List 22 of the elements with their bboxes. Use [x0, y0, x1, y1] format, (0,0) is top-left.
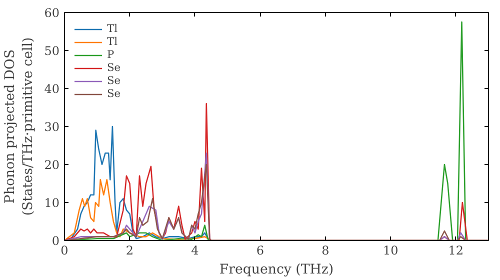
y-tick-label: 30: [44, 120, 60, 134]
y-tick-label: 0: [52, 234, 60, 248]
legend-label: Tl: [107, 22, 119, 35]
x-tick-label: 4: [191, 244, 200, 258]
legend-label: Se: [107, 61, 122, 74]
y-tick-label: 40: [44, 82, 60, 96]
legend-label: Tl: [107, 35, 119, 48]
y-axis-title: Phonon projected DOS (States/THz·primitive cell): [3, 37, 36, 216]
legend-label: Se: [107, 87, 122, 100]
y-tick-label: 10: [44, 196, 60, 210]
x-tick-label: 6: [256, 244, 264, 258]
x-tick-label: 2: [126, 244, 134, 258]
x-axis-title: Frequency (THz): [219, 262, 334, 278]
x-tick-label: 8: [322, 244, 330, 258]
legend-label: Se: [107, 74, 122, 87]
x-tick-label: 0: [60, 244, 68, 258]
y-tick-label: 50: [44, 44, 60, 58]
x-tick-label: 10: [383, 244, 398, 258]
y-tick-label: 20: [44, 158, 60, 172]
y-tick-label: 60: [44, 6, 60, 20]
legend-label: P: [107, 48, 116, 61]
x-tick-label: 12: [448, 244, 464, 258]
